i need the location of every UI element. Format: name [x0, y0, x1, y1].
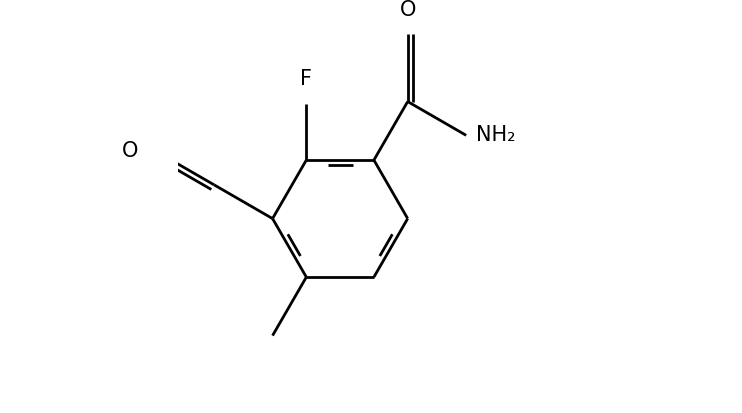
Text: NH₂: NH₂	[476, 126, 516, 145]
Text: O: O	[399, 0, 416, 21]
Text: F: F	[301, 69, 312, 89]
Text: O: O	[122, 141, 138, 161]
